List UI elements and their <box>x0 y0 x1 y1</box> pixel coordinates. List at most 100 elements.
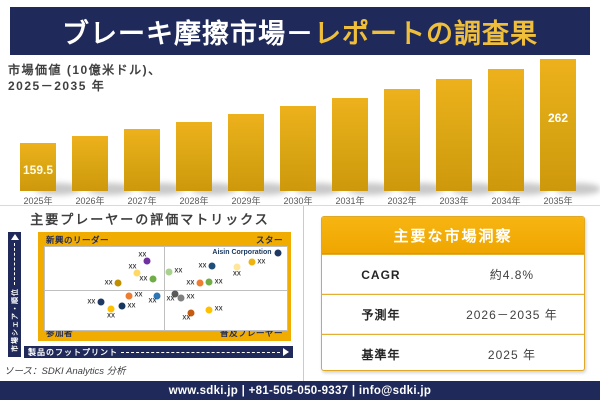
section-divider-vertical <box>303 206 304 381</box>
matrix-point-label: XX <box>107 313 116 320</box>
chart-subtitle: 市場価値 (10億米ドル)、 2025－2035 年 <box>8 62 162 94</box>
matrix-point-label: XX <box>257 259 266 266</box>
matrix-point: XX <box>165 268 182 276</box>
matrix-x-axis-label: 製品のフットプリント <box>28 347 118 357</box>
matrix-company-label: Aisin Corporation <box>212 249 272 257</box>
source-note: ソース：SDKI Analytics 分析 <box>4 366 126 377</box>
matrix-point-label: XX <box>166 296 175 303</box>
x-axis-label: 2026年 <box>75 196 105 206</box>
matrix-point-label: XX <box>182 315 191 322</box>
matrix-point-label: XX <box>127 303 136 309</box>
quadrant-label-bottom-right: 普及プレーヤー <box>219 328 283 338</box>
matrix-grid-horizontal <box>45 289 287 291</box>
insights-row-value: 2025 年 <box>487 348 536 362</box>
insights-panel: 主要な市場洞察 CAGR 約4.8% 予測年 2026－2035 年基準年 2025 年 <box>321 216 585 371</box>
page-title: ブレーキ摩擦市場－レポートの調査果 <box>62 12 538 51</box>
bar-chart: 159.5 2025年 2026年 2027年 2028年 2029年 2030年 2031年… <box>0 55 600 206</box>
bar-2029年 <box>228 114 264 191</box>
x-axis-label: 2025年 <box>23 196 53 206</box>
insights-table: CAGR 約4.8% 予測年 2026－2035 年基準年 2025 年 <box>322 254 584 370</box>
insights-row: CAGR 約4.8% <box>322 254 584 294</box>
matrix-point-label: XX <box>139 276 148 283</box>
matrix-point: XX <box>166 290 179 302</box>
bar-value-label: 262 <box>547 111 569 125</box>
quadrant-label-bottom-left: 参加者 <box>46 328 74 338</box>
matrix-point-label: XX <box>128 264 137 271</box>
matrix-point: XX <box>182 309 195 321</box>
matrix-point: XX <box>105 279 122 287</box>
matrix-point-label: XX <box>214 306 223 313</box>
matrix-point-label: XX <box>104 280 113 287</box>
bar-2028年 <box>176 122 212 191</box>
bar-value-label: 159.5 <box>22 163 54 177</box>
bar-2034年 <box>488 69 524 191</box>
bar-2030年 <box>280 106 316 191</box>
matrix-point: XX <box>87 298 105 306</box>
matrix-plot-area: XX XX XX XX XX XX XX XX XX XX XX Aisin Corporation X… <box>44 246 288 331</box>
matrix-y-axis: 市場シェア・順位 <box>8 232 21 357</box>
matrix-point-label: XX <box>186 294 195 301</box>
bar-2031年 <box>332 97 368 191</box>
matrix-point-highlight: Aisin Corporation <box>212 249 282 257</box>
chart-subtitle-line1: 市場価値 (10億米ドル)、 <box>8 63 162 77</box>
matrix-point: XX <box>186 279 204 287</box>
matrix-point: XX <box>125 292 142 300</box>
section-divider-horizontal <box>0 205 600 206</box>
x-axis-label: 2031年 <box>335 196 365 206</box>
bar-2035年: 262 <box>540 59 576 191</box>
matrix-point: XX <box>198 262 216 270</box>
matrix-point: XX <box>233 263 241 278</box>
matrix-point: XX <box>248 258 265 266</box>
insights-row-label: 基準年 <box>361 348 401 362</box>
footer-contact-bar: www.sdki.jp | +81-505-050-9337 | info@sd… <box>0 381 600 400</box>
matrix-frame: 新興のリーダー スター 参加者 普及プレーヤー XX XX XX XX XX XX XX XX… <box>38 232 291 341</box>
matrix-point: XX <box>138 253 151 265</box>
chart-subtitle-line2: 2025－2035 年 <box>8 79 106 94</box>
x-axis-arrow-icon <box>283 348 289 356</box>
matrix-point: XX <box>128 264 141 277</box>
matrix-point-label: XX <box>198 263 207 269</box>
x-axis-label: 2030年 <box>283 196 313 206</box>
matrix-point-label: XX <box>214 279 223 286</box>
x-axis-label: 2033年 <box>439 196 469 206</box>
matrix-grid-vertical <box>164 247 166 330</box>
insights-row-value: 約4.8% <box>489 268 535 282</box>
x-axis-label: 2034年 <box>491 196 521 206</box>
x-axis-label: 2027年 <box>127 196 157 206</box>
matrix-point-label: XX <box>232 271 241 278</box>
matrix-point: XX <box>139 275 157 283</box>
insights-row: 予測年 2026－2035 年 <box>322 294 584 334</box>
matrix-point: XX <box>118 302 135 310</box>
matrix-y-axis-label: 市場シェア・順位 <box>11 288 19 352</box>
matrix-point-label: XX <box>148 298 157 305</box>
y-axis-arrow-icon <box>10 234 19 240</box>
y-axis-dashed-line <box>14 243 15 285</box>
bar-2025年: 159.5 <box>20 143 56 191</box>
bar-2032年 <box>384 88 420 191</box>
matrix-x-axis: 製品のフットプリント <box>24 346 293 358</box>
quadrant-label-top-right: スター <box>255 235 283 245</box>
matrix-point: XX <box>205 278 223 286</box>
insights-row-label: 予測年 <box>361 308 401 322</box>
x-axis-label: 2028年 <box>179 196 209 206</box>
matrix-point: XX <box>205 306 223 314</box>
insights-row: 基準年 2025 年 <box>322 334 584 370</box>
x-axis-label: 2035年 <box>543 196 573 206</box>
matrix-point-label: XX <box>134 292 143 299</box>
x-axis-label: 2032年 <box>387 196 417 206</box>
insights-row-label: CAGR <box>361 267 401 282</box>
matrix-point-label: XX <box>87 299 96 306</box>
quadrant-label-top-left: 新興のリーダー <box>46 235 110 245</box>
bar-2026年 <box>72 136 108 191</box>
matrix-point-label: XX <box>138 252 147 259</box>
matrix-point: XX <box>107 305 115 320</box>
header-banner: ブレーキ摩擦市場－レポートの調査果 <box>10 7 590 55</box>
matrix-point: XX <box>177 294 195 302</box>
bar-2033年 <box>436 79 472 191</box>
matrix-point: XX <box>149 292 161 304</box>
x-axis-label: 2029年 <box>231 196 261 206</box>
page-title-gold: レポートの調査果 <box>314 18 538 49</box>
matrix-point-label: XX <box>186 280 195 287</box>
bar-2027年 <box>124 129 160 191</box>
